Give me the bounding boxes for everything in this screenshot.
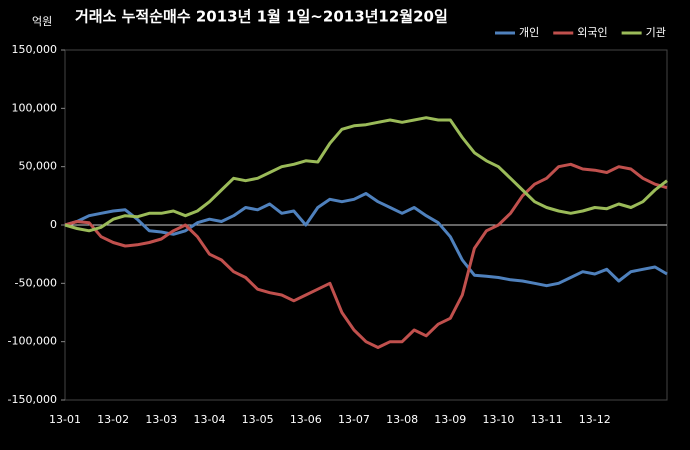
- series-line: [64, 162, 668, 349]
- y-tick-label: 100,000: [12, 101, 58, 114]
- legend-label: 기관: [646, 26, 666, 39]
- y-tick-label: -50,000: [15, 276, 57, 289]
- legend-label: 외국인: [577, 26, 607, 39]
- x-tick-label: 13-08: [386, 413, 418, 426]
- series-line: [64, 116, 668, 233]
- y-axis-unit: 억원: [32, 15, 52, 28]
- x-tick-label: 13-04: [193, 413, 225, 426]
- y-tick-label: 150,000: [12, 43, 58, 56]
- series-line: [64, 192, 668, 288]
- x-tick-label: 13-09: [434, 413, 466, 426]
- x-tick-label: 13-10: [482, 413, 514, 426]
- x-tick-label: 13-03: [145, 413, 177, 426]
- x-tick-label: 13-02: [97, 413, 129, 426]
- x-tick-label: 13-11: [531, 413, 563, 426]
- y-tick-label: -100,000: [8, 335, 57, 348]
- x-tick-label: 13-07: [338, 413, 370, 426]
- x-tick-label: 13-12: [579, 413, 611, 426]
- x-tick-label: 13-05: [242, 413, 274, 426]
- chart-title: 거래소 누적순매수 2013년 1월 1일~2013년12월20일: [75, 8, 448, 26]
- y-tick-label: -150,000: [8, 393, 57, 406]
- y-tick-label: 50,000: [19, 160, 58, 173]
- x-tick-label: 13-01: [49, 413, 81, 426]
- y-tick-label: 0: [50, 218, 57, 231]
- x-tick-label: 13-06: [290, 413, 322, 426]
- legend-label: 개인: [519, 26, 539, 39]
